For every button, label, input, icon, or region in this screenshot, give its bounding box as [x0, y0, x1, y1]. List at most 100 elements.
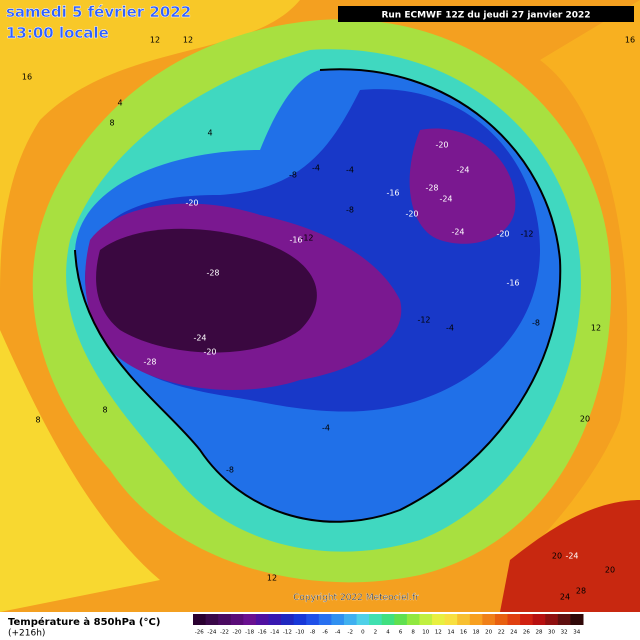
colorbar: -26 -24 -22 -20 -18 -16 -14 -12 -10 -8 -6 -4 -2 0 2 4 6 8…	[193, 614, 584, 636]
colorbar-label: 6	[399, 630, 403, 636]
colorbar-swatch	[457, 614, 471, 625]
contour-label: 12	[591, 324, 601, 333]
colorbar-swatch	[193, 614, 207, 625]
contour-label: -24	[565, 552, 578, 561]
colorbar-swatch	[494, 614, 509, 625]
contour-label: -28	[425, 184, 438, 193]
contour-label: -16	[386, 189, 399, 198]
contour-label: -24	[439, 195, 452, 204]
colorbar-label: 22	[498, 630, 505, 636]
contour-label: -8	[226, 466, 234, 475]
contour-label: 28	[576, 587, 586, 596]
colorbar-swatch	[281, 614, 295, 625]
contour-label: 20	[580, 415, 590, 424]
contour-label: -12	[300, 234, 313, 243]
contour-label: -12	[520, 230, 533, 239]
contour-label: -24	[193, 334, 206, 343]
colorbar-label: 28	[535, 630, 542, 636]
contour-label: 4	[117, 99, 122, 108]
contour-label: -16	[506, 279, 519, 288]
colorbar-label: 4	[386, 630, 390, 636]
colorbar-label: 14	[447, 630, 454, 636]
colorbar-swatch	[507, 614, 521, 625]
yellow-zone	[0, 0, 300, 300]
contour-label: -20	[435, 141, 448, 150]
colorbar-label: -10	[295, 630, 304, 636]
colorbar-swatch	[406, 614, 420, 625]
colorbar-label: 24	[510, 630, 517, 636]
colorbar-label: -6	[322, 630, 328, 636]
contour-label: -8	[289, 171, 297, 180]
colorbar-swatch	[394, 614, 408, 625]
colorbar-swatch	[381, 614, 395, 625]
colorbar-swatch	[545, 614, 559, 625]
contour-label: 16	[22, 73, 32, 82]
contour-label: 24	[560, 593, 570, 602]
colorbar-label: -22	[220, 630, 229, 636]
colorbar-label: -2	[348, 630, 353, 636]
colorbar-label: 12	[435, 630, 442, 636]
colorbar-swatch	[570, 614, 584, 625]
contour-labels: -20-28-24-20-28-16-12-8-4 -4-8-16-20-28-2…	[22, 36, 635, 602]
colorbar-swatch	[432, 614, 446, 625]
contour-label: -28	[206, 269, 219, 278]
colorbar-label: 10	[422, 630, 429, 636]
colorbar-label: 32	[561, 630, 568, 636]
colorbar-swatch	[255, 614, 269, 625]
contour-label: 8	[35, 416, 40, 425]
colorbar-swatch	[482, 614, 496, 625]
contour-label: -4	[312, 164, 320, 173]
colorbar-label: -4	[335, 630, 341, 636]
legend-title: Température à 850hPa (°C)	[8, 616, 160, 628]
contour-label: -8	[346, 206, 354, 215]
colorbar-label: 20	[485, 630, 492, 636]
contour-label: -4	[446, 324, 454, 333]
colorbar-label: -18	[245, 630, 254, 636]
colorbar-swatch	[532, 614, 546, 625]
lead-time: (+216h)	[8, 629, 45, 639]
colorbar-swatch	[268, 614, 282, 625]
colorbar-label: -8	[310, 630, 316, 636]
contour-label: -4	[322, 424, 330, 433]
colorbar-swatch	[343, 614, 358, 625]
colorbar-label: -14	[270, 630, 279, 636]
colorbar-swatch	[356, 614, 370, 625]
time-label: 13:00 locale	[6, 24, 109, 42]
run-label: Run ECMWF 12Z du jeudi 27 janvier 2022	[381, 11, 590, 21]
contour-label: 8	[102, 406, 107, 415]
colorbar-swatch	[230, 614, 244, 625]
colorbar-label: 2	[374, 630, 378, 636]
contour-label: 8	[109, 119, 114, 128]
contour-label: -16	[289, 236, 302, 245]
contour-label: -20	[203, 348, 216, 357]
contour-label: -8	[532, 319, 540, 328]
colorbar-swatch	[293, 614, 307, 625]
copyright: Copyright 2022 Meteociel.fr	[293, 593, 419, 603]
colorbar-label: 8	[411, 630, 415, 636]
contour-label: 20	[605, 566, 615, 575]
contour-label: 12	[183, 36, 193, 45]
contour-label: -24	[451, 228, 464, 237]
contour-label: 4	[207, 129, 212, 138]
contour-label: -20	[185, 199, 198, 208]
colorbar-label: -16	[258, 630, 267, 636]
colorbar-swatch	[557, 614, 571, 625]
colorbar-label: -26	[195, 630, 204, 636]
colorbar-swatch	[205, 614, 219, 625]
contour-label: 12	[267, 574, 277, 583]
contour-label: -4	[346, 166, 354, 175]
colorbar-label: 0	[361, 630, 365, 636]
colorbar-swatch	[318, 614, 332, 625]
colorbar-swatch	[520, 614, 534, 625]
yellow-zone	[0, 330, 160, 612]
colorbar-swatch	[331, 614, 345, 625]
colorbar-label: -24	[207, 630, 216, 636]
colorbar-label: 18	[473, 630, 480, 636]
warm-zone	[520, 0, 640, 612]
colorbar-swatch	[369, 614, 383, 625]
date-label: samedi 5 février 2022	[6, 3, 191, 21]
colorbar-swatch	[306, 614, 320, 625]
colorbar-label: -12	[283, 630, 292, 636]
colorbar-label: -20	[233, 630, 242, 636]
